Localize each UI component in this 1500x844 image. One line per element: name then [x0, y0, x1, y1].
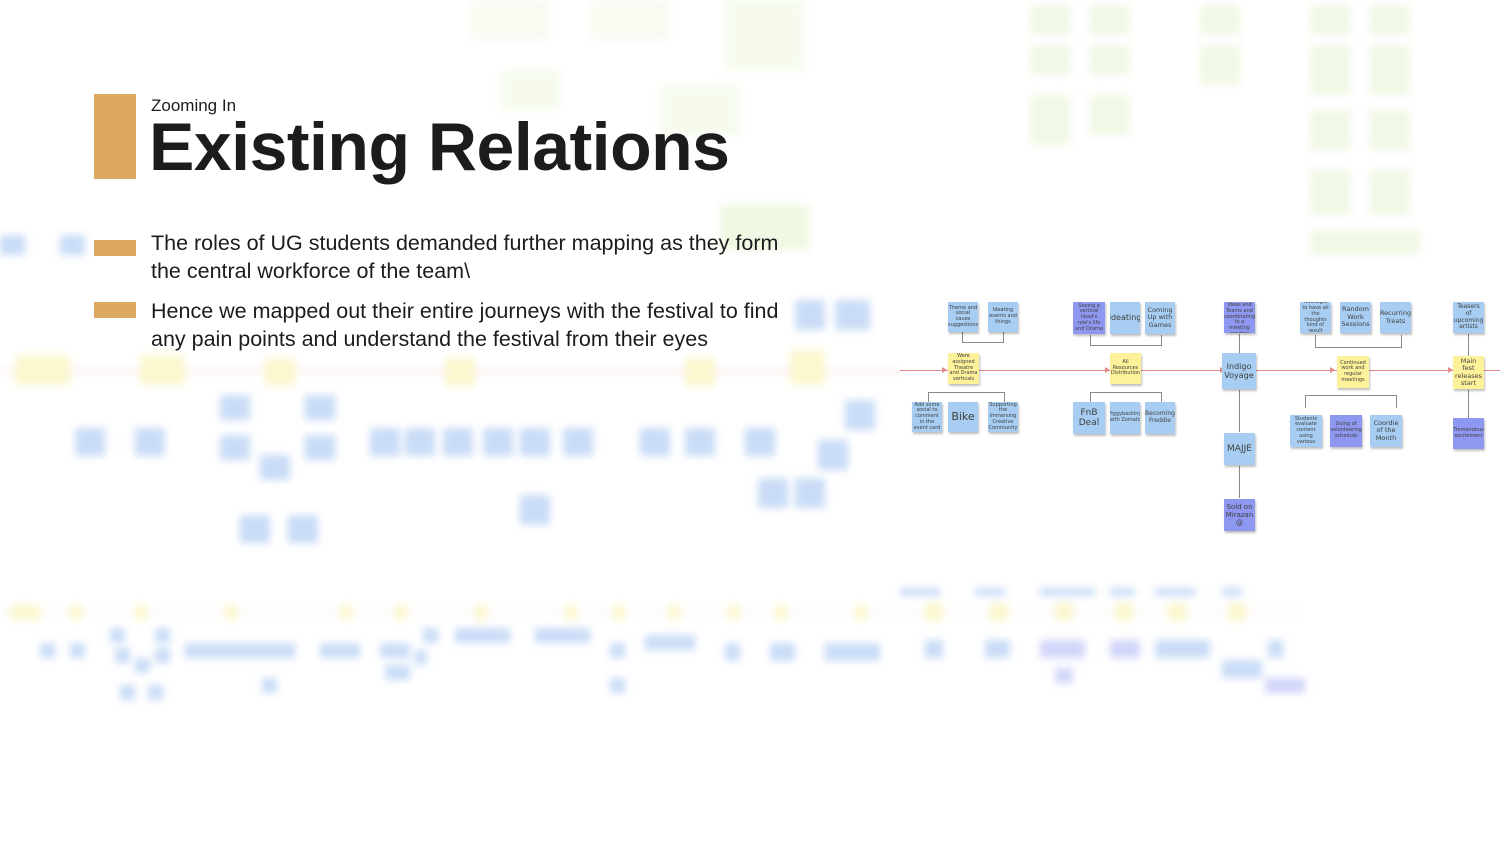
timeline-arrow [942, 367, 947, 373]
bullet-text-2: Hence we mapped out their entire journey… [151, 299, 779, 351]
sticky-note: Going of volunteering schedule [1330, 415, 1362, 447]
slide-subtitle: Zooming In [151, 96, 237, 115]
sticky-note: Theme and social cause suggestions [948, 302, 978, 332]
sticky-note: Supporting the Immersing Creative Commun… [988, 402, 1018, 432]
sticky-note: Students evaluate content using various [1290, 415, 1322, 447]
connector [928, 392, 1005, 403]
timeline-arrow [1448, 367, 1453, 373]
sticky-note: Bike [948, 402, 978, 432]
sticky-note: Random Work Sessions [1340, 302, 1371, 333]
sticky-note: Piggybacking with Zomato [1110, 402, 1140, 434]
connector [1090, 392, 1162, 403]
sticky-note: Were assigned Theatre and Drama vertical… [948, 353, 979, 384]
bullet-marker [94, 240, 136, 256]
sticky-note: Add some social to comment in the event … [912, 402, 942, 432]
connector [1239, 466, 1240, 498]
sticky-note: Sold on Mirazan @ [1224, 499, 1255, 531]
sticky-note: Nostalgia to have all the thoughts kind … [1300, 302, 1331, 333]
connector [1468, 390, 1469, 418]
sticky-note: Recurring Treats [1380, 302, 1411, 333]
connector [1239, 390, 1240, 432]
sticky-note: Coming Up with Games [1145, 302, 1175, 334]
sticky-note: Becoming Freddie [1145, 402, 1175, 434]
connector [1315, 335, 1402, 348]
sticky-note: Main fest releases start [1453, 356, 1484, 389]
sticky-note: All Resources Distribution [1110, 353, 1141, 384]
connector [1305, 395, 1397, 408]
sticky-note: Continued work and regular meetings [1337, 356, 1369, 388]
sticky-note: Coordie of the Month [1370, 415, 1402, 447]
sticky-note: Ideating [1110, 302, 1140, 334]
sticky-note: MAJJE [1224, 433, 1255, 465]
sticky-note: Seeing a vertical head's role's life and… [1073, 302, 1105, 334]
timeline-arrow [1105, 367, 1110, 373]
bullet-marker [94, 302, 136, 318]
connector [1090, 335, 1162, 346]
sticky-note: Teasers of upcoming artists [1453, 302, 1484, 333]
bullet-text-1: The roles of UG students demanded furthe… [151, 231, 779, 283]
journey-map-detail: Theme and social cause suggestions Ideat… [900, 290, 1500, 550]
sticky-note: Working on Ideas and Teams and coordinat… [1224, 302, 1255, 333]
timeline-arrow [1330, 367, 1335, 373]
sticky-note: Indigo Voyage [1222, 353, 1256, 389]
connector [962, 332, 1004, 343]
sticky-note: Tremendous excitement [1453, 418, 1484, 449]
connector [1239, 334, 1240, 356]
slide-title: Existing Relations [149, 109, 730, 185]
faded-sticky-cluster [1010, 0, 1450, 260]
title-accent-bar [94, 94, 136, 179]
journey-timeline [900, 370, 1500, 371]
sticky-note: FnB Deal [1073, 402, 1105, 434]
connector [1468, 334, 1469, 356]
sticky-note: Ideating events and things [988, 302, 1018, 332]
